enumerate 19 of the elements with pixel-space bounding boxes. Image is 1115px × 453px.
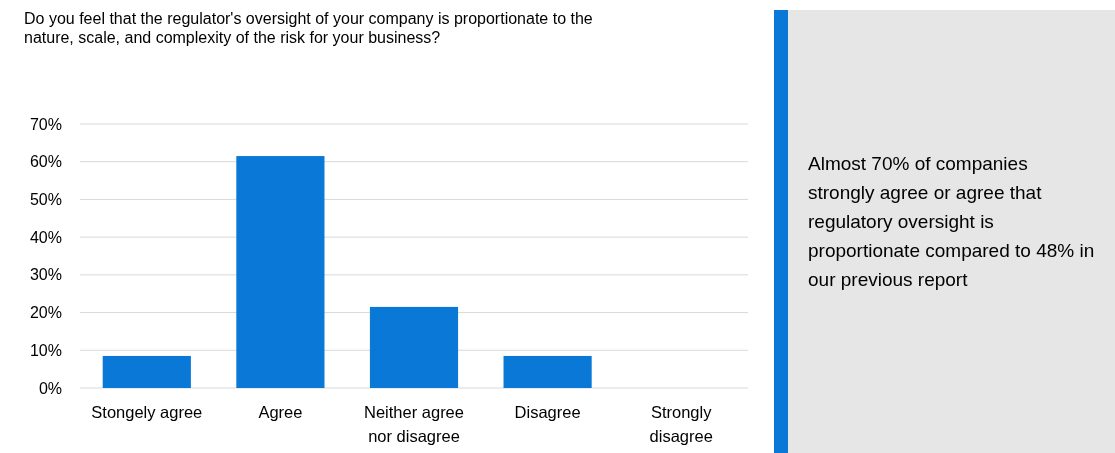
y-tick-label: 0%	[38, 379, 62, 397]
y-tick-label: 20%	[29, 304, 62, 322]
x-tick-label: Neither agree nor disagree	[364, 403, 464, 445]
x-tick-label: Strongly disagree	[649, 403, 713, 445]
bar	[102, 355, 191, 388]
y-tick-label: 40%	[29, 228, 62, 246]
x-tick-label: Disagree	[514, 403, 581, 421]
text: Almost 70% of companies strongly agree or agree that regulatory oversight is proportionate compared to 48% in our previous report	[808, 153, 1095, 290]
y-tick-label: 50%	[29, 191, 62, 209]
y-tick-label: 30%	[29, 266, 62, 284]
x-tick-label: Stongely agree	[91, 403, 203, 421]
bar	[369, 306, 459, 388]
y-tick-label: 70%	[29, 115, 62, 133]
y-tick-label: 60%	[29, 153, 62, 171]
x-tick-label: Agree	[258, 403, 303, 421]
y-tick-label: 10%	[29, 341, 62, 359]
chart-title: Do you feel that the regulator's oversight of your company is proportionate to the nature, scale, and complexity of the risk for your business?	[24, 10, 593, 46]
bar	[503, 355, 592, 388]
bar	[236, 156, 325, 388]
